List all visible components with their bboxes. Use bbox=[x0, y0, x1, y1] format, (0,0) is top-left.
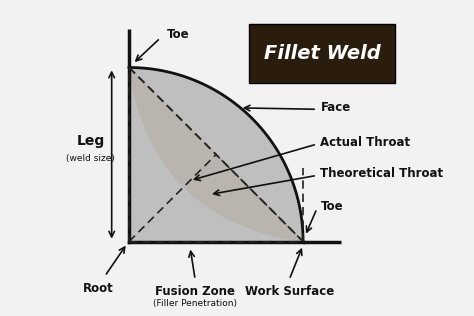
Text: Work Surface: Work Surface bbox=[245, 285, 334, 298]
Text: Face: Face bbox=[320, 101, 351, 114]
Text: Fusion Zone: Fusion Zone bbox=[155, 285, 235, 298]
Text: (weld size): (weld size) bbox=[66, 154, 115, 162]
Text: Theoretical Throat: Theoretical Throat bbox=[320, 167, 444, 180]
FancyBboxPatch shape bbox=[249, 24, 395, 83]
Text: Fillet Weld: Fillet Weld bbox=[264, 44, 381, 63]
Text: Actual Throat: Actual Throat bbox=[320, 136, 410, 149]
Text: Toe: Toe bbox=[320, 200, 343, 213]
Text: Root: Root bbox=[82, 282, 113, 295]
Polygon shape bbox=[129, 68, 303, 241]
Text: Leg: Leg bbox=[77, 134, 105, 148]
Text: (Filler Penetration): (Filler Penetration) bbox=[153, 299, 237, 308]
Text: Toe: Toe bbox=[167, 28, 190, 41]
Polygon shape bbox=[129, 68, 303, 241]
